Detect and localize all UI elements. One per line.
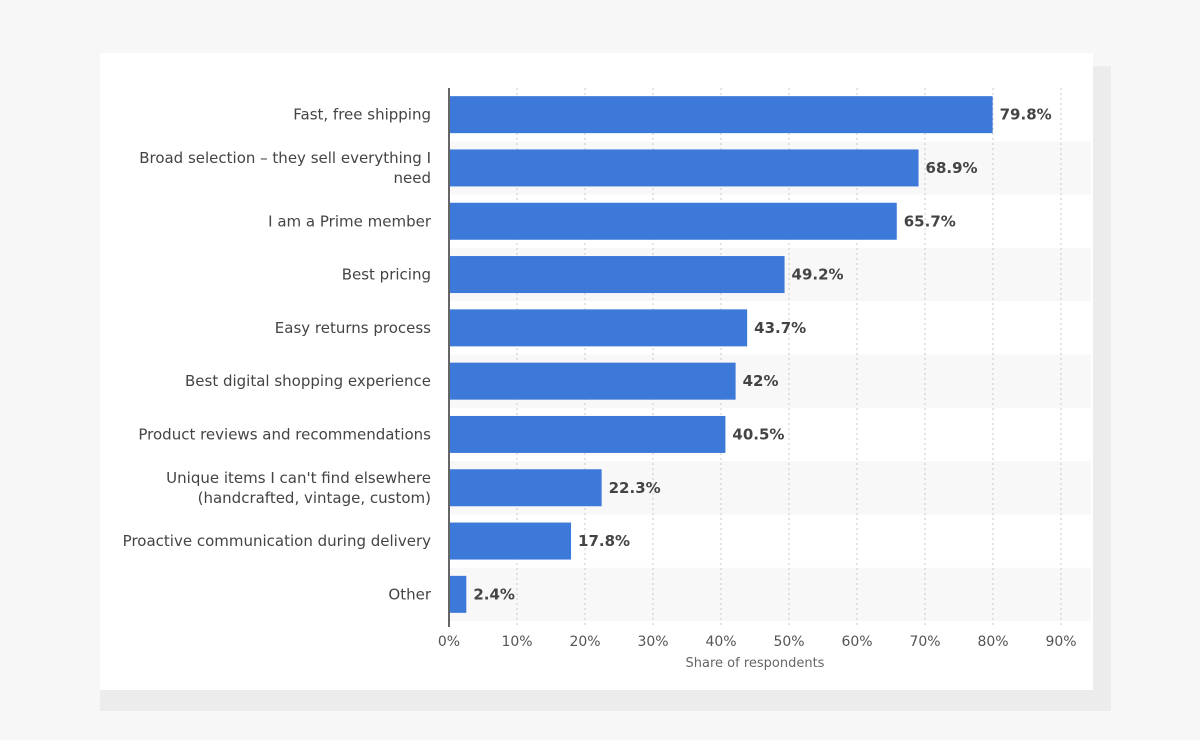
x-tick-label: 20% <box>569 634 600 650</box>
bar <box>450 415 726 453</box>
data-label: 43.7% <box>754 319 806 337</box>
row-stripe <box>449 567 1091 621</box>
x-tick-label: 40% <box>705 634 736 650</box>
bar <box>450 149 919 187</box>
data-label: 65.7% <box>904 212 956 230</box>
category-label: Product reviews and recommendations <box>138 425 431 443</box>
category-label: Best pricing <box>342 266 431 284</box>
category-label: Other <box>388 585 431 603</box>
bar <box>450 469 602 507</box>
x-tick-label: 90% <box>1045 634 1076 650</box>
data-label: 42% <box>743 372 779 390</box>
bar <box>450 309 748 347</box>
x-tick-label: 30% <box>637 634 668 650</box>
data-label: 40.5% <box>732 425 784 443</box>
data-label: 22.3% <box>609 479 661 497</box>
x-tick-label: 0% <box>438 634 460 650</box>
value-labels: 79.8% 68.9% 65.7% 49.2% 43.7% 42% 40.5% 22.3% 17… <box>473 106 1051 604</box>
bar <box>450 96 993 134</box>
category-label: Best digital shopping experience <box>185 372 431 390</box>
data-label: 68.9% <box>926 159 978 177</box>
x-tick-label: 70% <box>909 634 940 650</box>
category-label: Fast, free shipping <box>293 106 431 124</box>
category-label: Unique items I can't find elsewhere (hand… <box>166 469 431 507</box>
category-label: I am a Prime member <box>268 212 432 230</box>
data-label: 49.2% <box>792 266 844 284</box>
bar <box>450 202 897 240</box>
category-label: Proactive communication during delivery <box>123 532 431 550</box>
category-label: Easy returns process <box>275 319 431 337</box>
bar <box>450 522 572 560</box>
bar <box>450 575 467 613</box>
x-tick-label: 60% <box>841 634 872 650</box>
x-tick-labels: 0% 10% 20% 30% 40% 50% 60% 70% 80% 90% <box>438 634 1077 650</box>
bar <box>450 256 785 294</box>
data-label: 2.4% <box>473 585 515 603</box>
data-label: 79.8% <box>1000 106 1052 124</box>
bars <box>450 96 993 613</box>
x-tick-label: 10% <box>501 634 532 650</box>
x-tick-label: 50% <box>773 634 804 650</box>
x-axis-title: Share of respondents <box>686 656 825 671</box>
bar <box>450 362 736 400</box>
x-tick-label: 80% <box>977 634 1008 650</box>
category-labels: Fast, free shipping Broad selection – the… <box>123 106 432 604</box>
category-label: Broad selection – they sell everything I… <box>139 149 431 187</box>
data-label: 17.8% <box>578 532 630 550</box>
